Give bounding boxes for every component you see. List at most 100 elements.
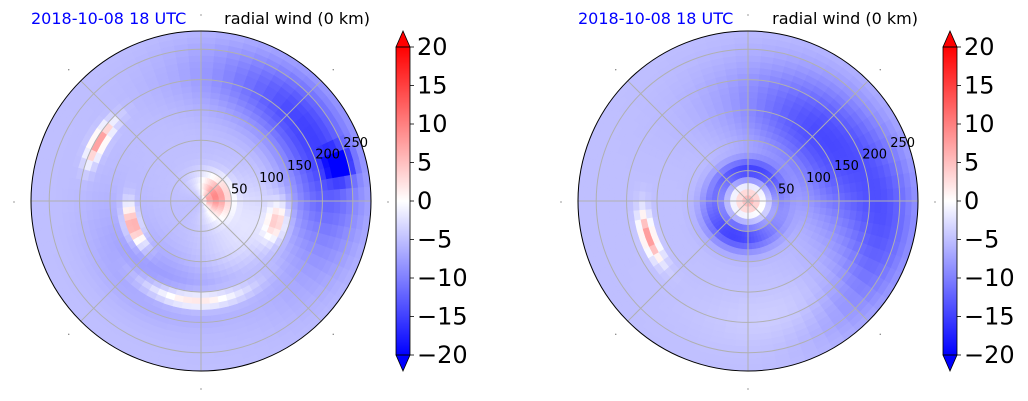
field-cell <box>753 128 761 136</box>
field-cell <box>363 185 371 202</box>
field-cell <box>662 200 670 209</box>
field-cell <box>578 185 586 202</box>
field-cell <box>734 48 749 57</box>
field-cell <box>741 267 749 275</box>
polar-panel-left: 2018-10-08 18 UTC radial wind (0 km) 50 … <box>13 9 468 390</box>
field-cell <box>200 327 213 335</box>
field-cell <box>874 200 882 213</box>
title-right-variable: radial wind (0 km) <box>224 9 370 28</box>
field-cell <box>738 248 745 256</box>
field-cell <box>193 121 202 129</box>
field-cell <box>747 85 759 93</box>
field-cell <box>200 67 213 75</box>
field-cell <box>747 309 759 317</box>
field-cell <box>194 127 202 135</box>
field-cell <box>844 191 852 202</box>
field-cell <box>187 345 202 354</box>
field-cell <box>874 189 882 202</box>
field-cell <box>739 109 749 117</box>
field-cell <box>838 200 846 210</box>
field-cell <box>747 303 758 311</box>
field-cell <box>187 54 202 63</box>
field-cell <box>736 67 749 75</box>
field-cell <box>862 190 870 202</box>
field-cell <box>739 103 749 111</box>
field-cell <box>747 285 757 293</box>
field-cell <box>189 327 202 335</box>
polar-panel-right: 2018-10-08 18 UTC radial wind (0 km) 50 … <box>560 9 1015 390</box>
field-cell <box>578 200 586 217</box>
field-cell <box>188 333 202 341</box>
angular-tick-mark <box>879 333 881 335</box>
field-cell <box>736 73 749 81</box>
field-cell <box>200 121 209 129</box>
field-cell <box>850 191 858 202</box>
field-cell <box>133 194 141 202</box>
field-cell <box>91 200 99 211</box>
field-cell <box>204 146 211 154</box>
field-cell <box>747 273 756 281</box>
field-cell <box>638 200 646 211</box>
colorbar-tick-label: 5 <box>964 149 979 177</box>
field-cell <box>200 91 211 99</box>
field-cell <box>736 327 749 335</box>
field-cell <box>747 158 753 166</box>
radial-tick-label: 100 <box>259 171 284 186</box>
field-cell <box>656 200 664 210</box>
field-cell <box>192 103 202 111</box>
field-cell <box>747 261 755 269</box>
field-cell <box>191 303 202 311</box>
field-cell <box>54 200 63 215</box>
colorbar-tick-label: 0 <box>417 187 432 215</box>
field-cell <box>740 121 749 129</box>
field-cell <box>674 194 682 202</box>
field-cell <box>601 200 610 215</box>
field-cell <box>850 200 858 211</box>
field-cell <box>115 200 123 209</box>
field-cell <box>191 97 202 105</box>
field-cell <box>185 363 202 371</box>
field-cell <box>73 200 81 213</box>
field-cell <box>680 194 688 202</box>
field-cell <box>133 200 141 208</box>
colorbar-tick-label: 5 <box>417 149 432 177</box>
field-cell <box>856 200 864 212</box>
field-cell <box>886 187 895 202</box>
field-cell <box>192 291 202 299</box>
field-cell <box>737 309 749 317</box>
field-cell <box>309 190 317 202</box>
field-cell <box>115 193 123 202</box>
field-cell <box>739 291 749 299</box>
field-cell <box>190 309 202 317</box>
radial-tick-label: 200 <box>315 148 340 163</box>
angular-tick-mark <box>68 333 70 335</box>
field-cell <box>650 200 658 210</box>
field-cell <box>733 36 749 45</box>
field-cell <box>732 31 749 39</box>
field-cell <box>747 109 757 117</box>
field-cell <box>345 187 354 202</box>
field-cell <box>357 200 366 216</box>
colorbar-extend-max <box>395 30 411 48</box>
field-cell <box>662 193 670 202</box>
colorbar-tick-label: −10 <box>964 264 1015 292</box>
field-cell <box>36 200 45 216</box>
field-cell <box>200 309 212 317</box>
field-cell <box>737 85 749 93</box>
field-cell <box>193 273 202 281</box>
field-cell <box>285 200 293 210</box>
field-cell <box>644 191 652 202</box>
field-cell <box>357 186 366 202</box>
field-cell <box>632 200 640 212</box>
colorbar-gradient <box>943 47 957 355</box>
radial-tick-label: 250 <box>890 136 915 151</box>
radial-tick-label: 50 <box>778 182 795 197</box>
field-cell <box>880 200 888 214</box>
field-cell <box>747 297 758 305</box>
field-cell <box>128 188 136 196</box>
field-cell <box>844 200 852 211</box>
field-cell <box>747 79 759 87</box>
field-cell <box>243 200 250 206</box>
field-cell <box>747 255 754 263</box>
